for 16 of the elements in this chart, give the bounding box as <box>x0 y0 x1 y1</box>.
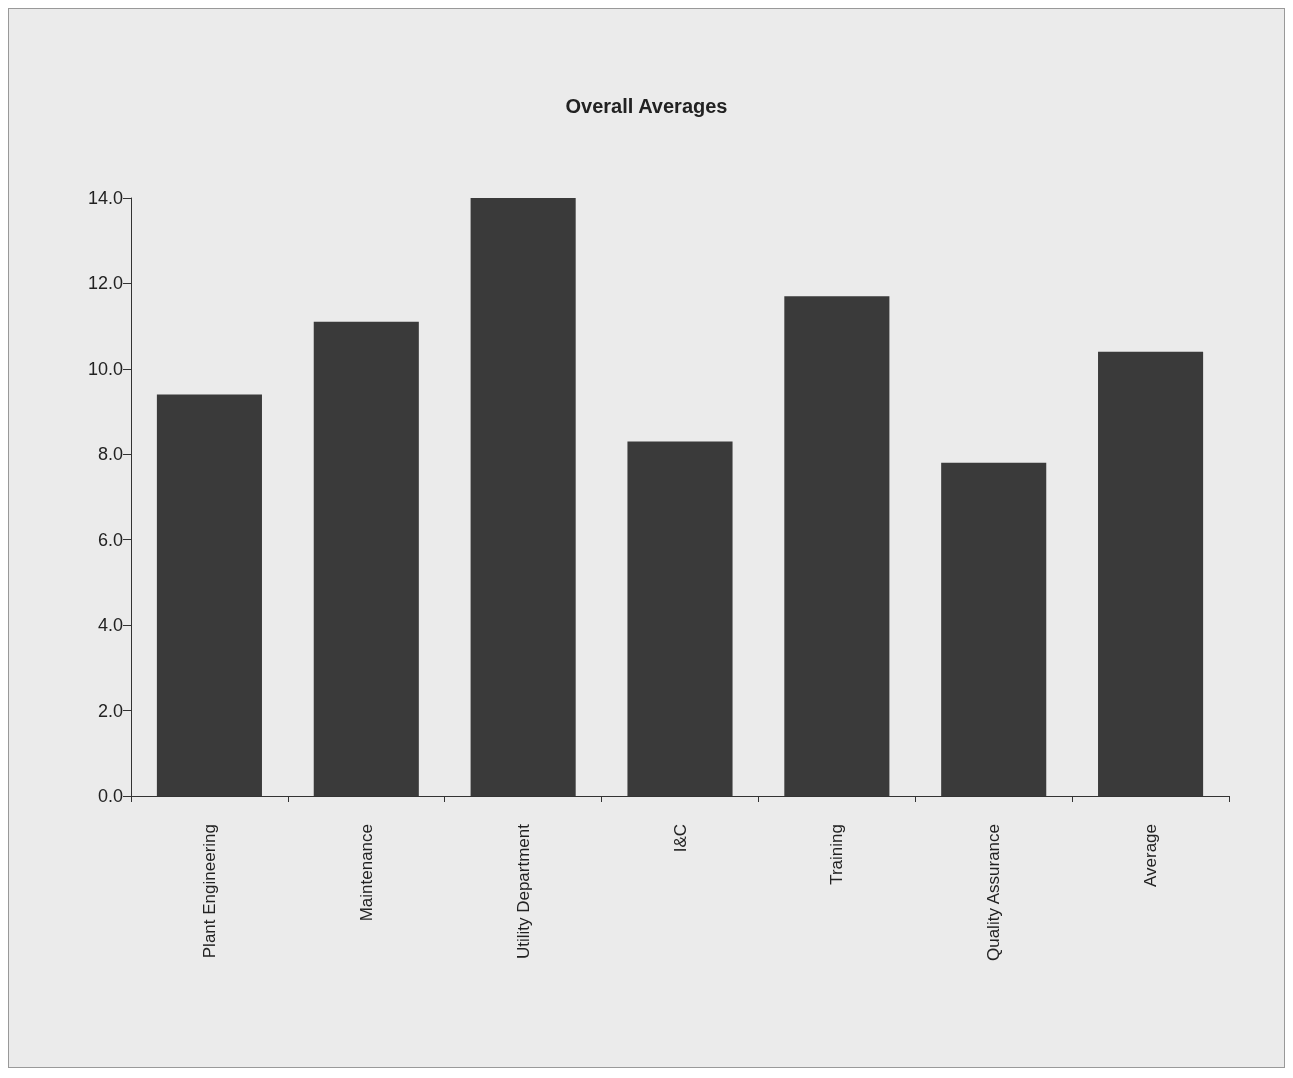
y-tick-label: 0.0 <box>97 786 123 806</box>
x-tick-label: Maintenance <box>356 824 376 922</box>
x-tick-label: Training <box>827 824 847 885</box>
x-tick-label: Utility Department <box>513 823 533 960</box>
y-tick-label: 6.0 <box>97 529 123 550</box>
x-tick-label: I&C <box>670 824 690 853</box>
y-tick-label: 10.0 <box>87 358 123 379</box>
y-tick-label: 14.0 <box>87 188 123 208</box>
y-tick-label: 12.0 <box>87 273 123 294</box>
x-tick-label: Quality Assurance <box>984 824 1004 962</box>
x-tick-label: Average <box>1141 824 1161 888</box>
y-tick-label: 8.0 <box>97 444 123 465</box>
y-tick-label: 2.0 <box>97 700 123 721</box>
x-tick-label: Plant Engineering <box>199 824 219 959</box>
y-tick-label: 4.0 <box>97 615 123 636</box>
chart-title: Overall Averages <box>565 95 728 117</box>
